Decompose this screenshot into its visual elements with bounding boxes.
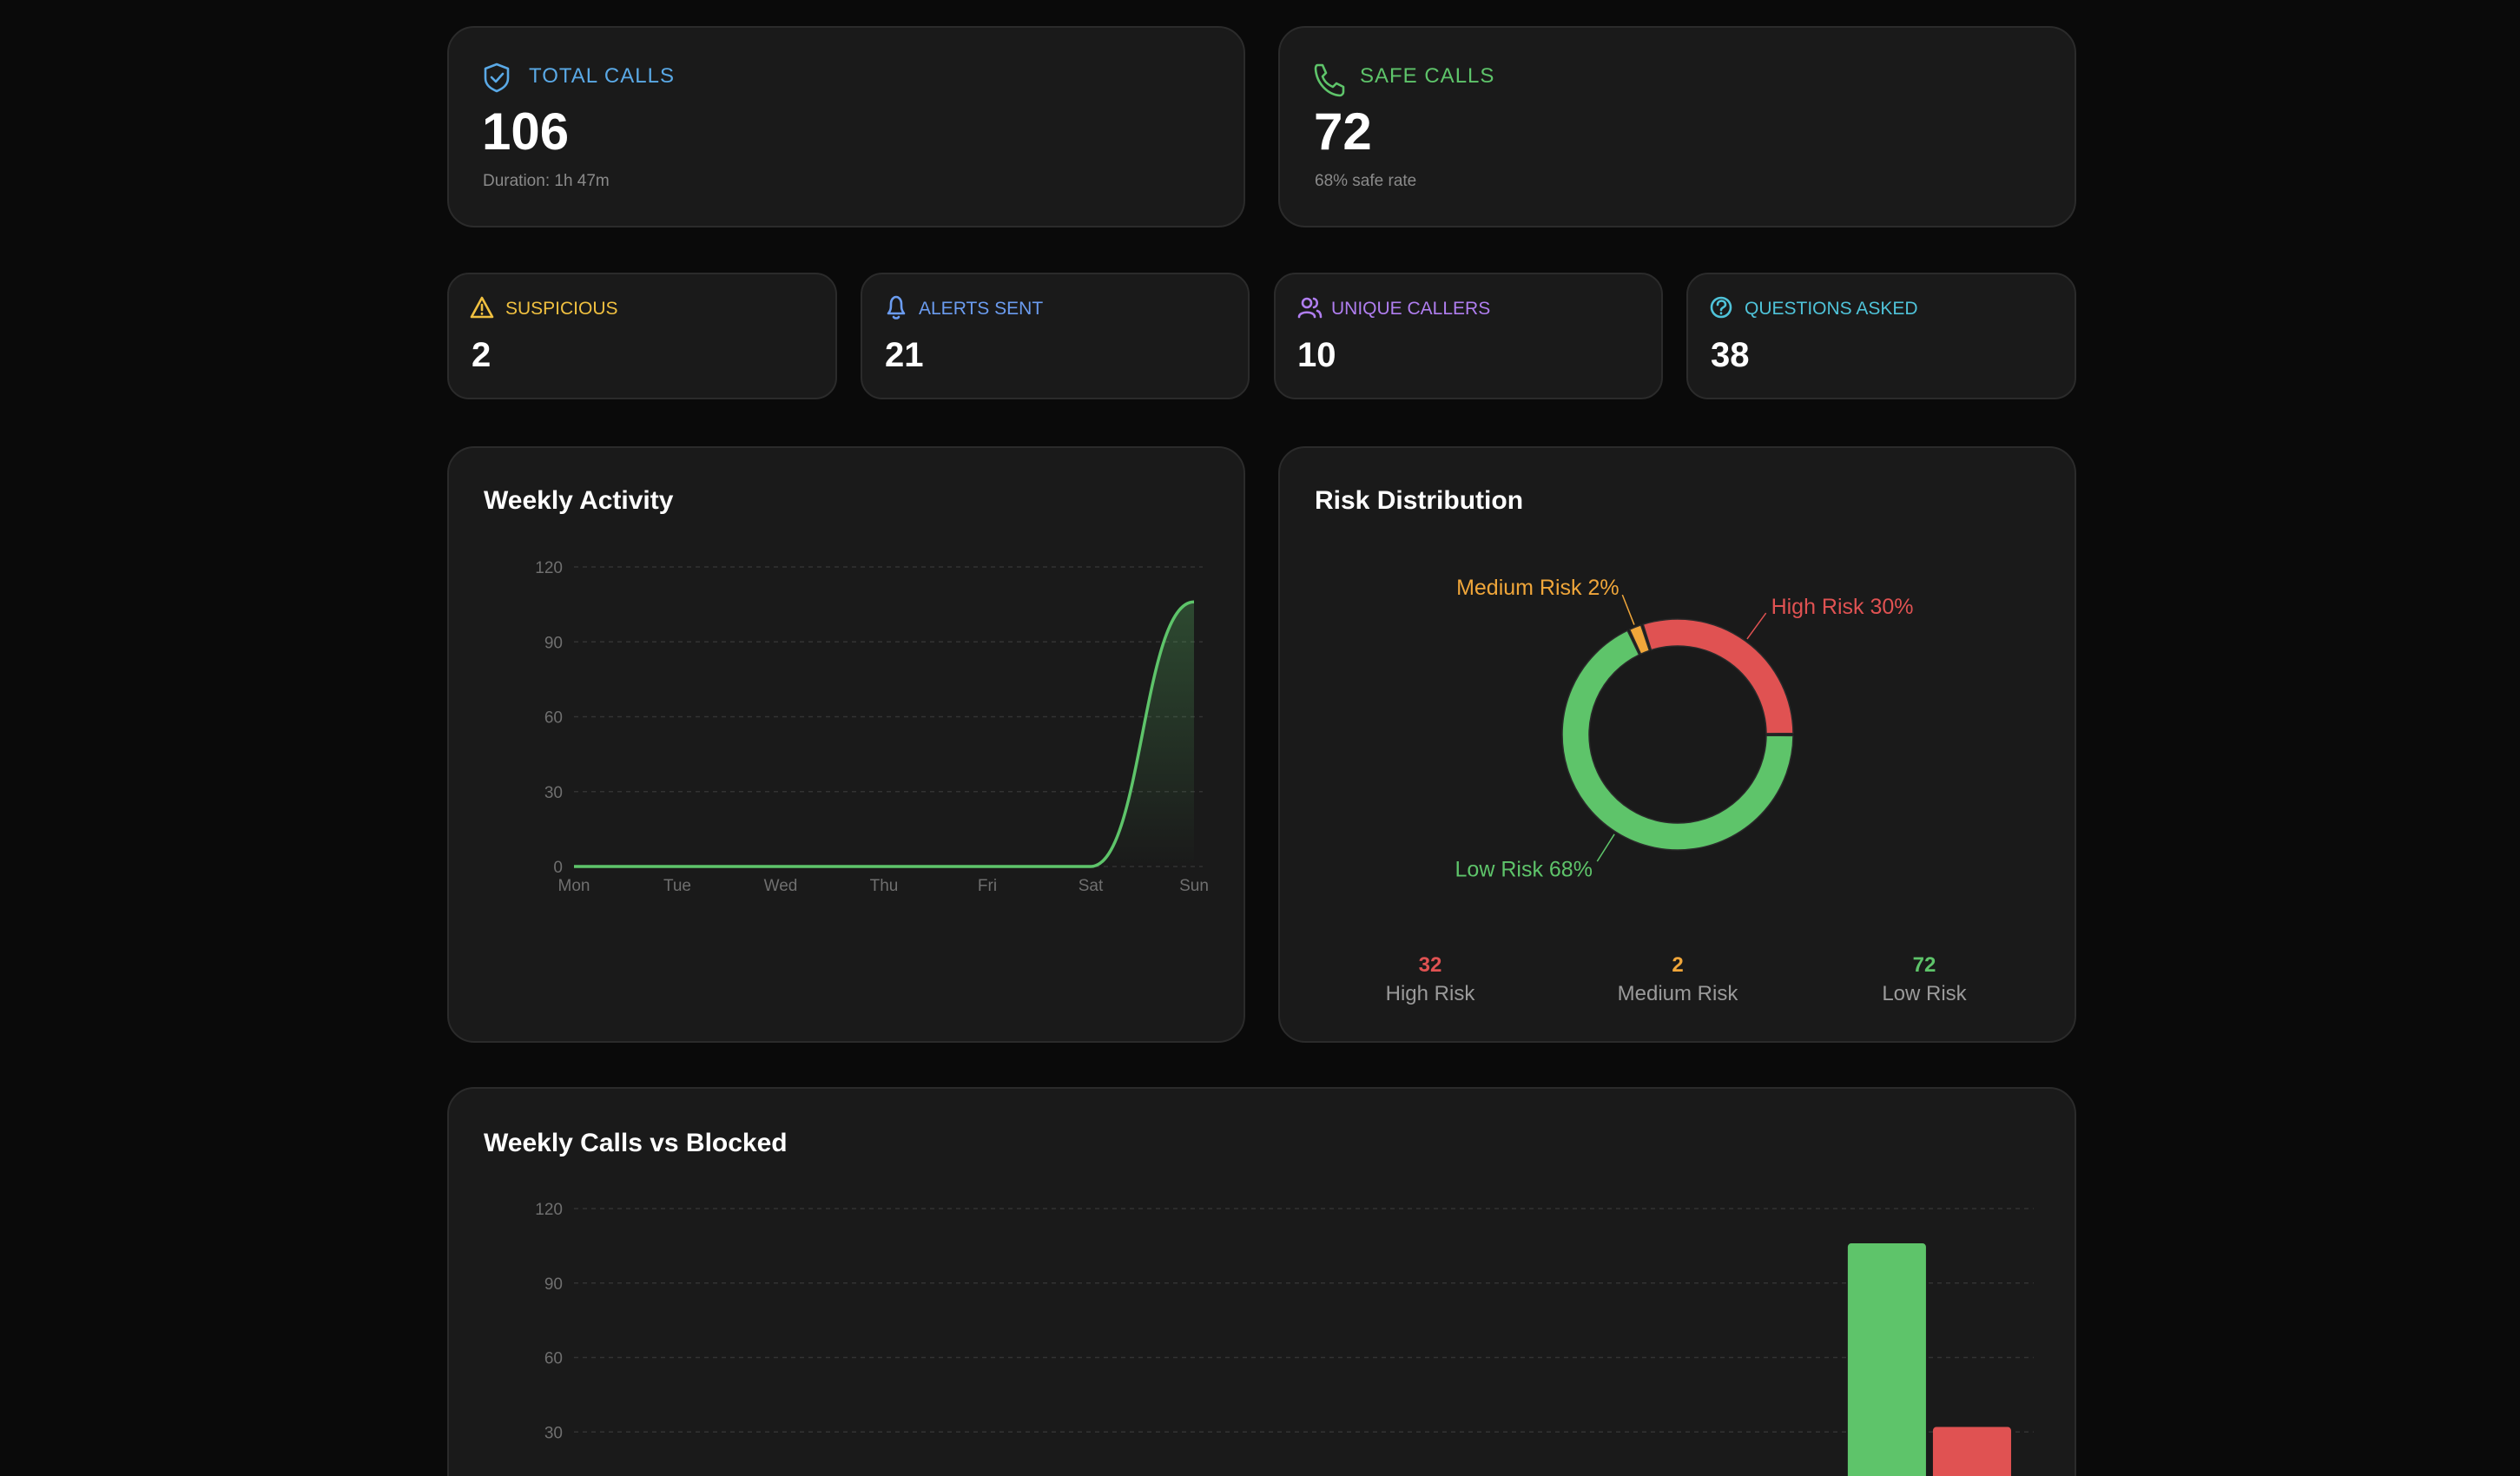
x-tick-label: Tue <box>663 877 691 895</box>
y-tick-label: 90 <box>544 1275 563 1294</box>
legend-count: 32 <box>1419 953 1442 977</box>
line <box>574 600 1195 868</box>
card-value: 38 <box>1711 336 1750 374</box>
card-label: UNIQUE CALLERS <box>1331 299 1490 319</box>
y-tick-label: 30 <box>544 1424 563 1442</box>
y-tick-label: 60 <box>544 709 563 728</box>
y-tick-label: 30 <box>544 784 563 802</box>
leader-line <box>1746 612 1767 640</box>
legend-label: High Risk <box>1386 982 1476 1005</box>
card <box>1274 273 1663 399</box>
card-note: Duration: 1h 47m <box>483 172 610 190</box>
chart-title: Weekly Calls vs Blocked <box>484 1129 788 1157</box>
phone-icon <box>1314 63 1345 97</box>
card-note: 68% safe rate <box>1315 172 1416 190</box>
bell-icon <box>887 295 906 320</box>
donut-segment <box>1561 629 1794 851</box>
card-label: SUSPICIOUS <box>505 299 618 319</box>
shield-icon <box>484 63 510 93</box>
warning-icon <box>470 296 494 319</box>
donut-label: Medium Risk 2% <box>1456 576 1620 600</box>
card-label: QUESTIONS ASKED <box>1745 299 1918 319</box>
donut-label: Low Risk 68% <box>1455 858 1593 882</box>
donut-segment <box>1642 618 1794 735</box>
card-value: 72 <box>1314 102 1372 161</box>
x-tick-label: Wed <box>764 877 798 895</box>
chart-title: Weekly Activity <box>484 486 674 515</box>
y-tick-label: 60 <box>544 1350 563 1368</box>
bar <box>1932 1427 2011 1476</box>
chart-card <box>447 1087 2076 1476</box>
y-tick-label: 120 <box>535 559 563 577</box>
card <box>447 26 1245 227</box>
legend-label: Medium Risk <box>1618 982 1739 1005</box>
leader-line <box>1621 594 1635 625</box>
card-value: 21 <box>885 336 924 374</box>
chart-card <box>1278 446 2076 1043</box>
chart-title: Risk Distribution <box>1315 486 1523 515</box>
chart-card <box>447 446 1245 1043</box>
donut-segment <box>1628 623 1651 656</box>
x-tick-label: Fri <box>978 877 997 895</box>
leader-line <box>1596 834 1615 862</box>
card-label: ALERTS SENT <box>919 299 1043 319</box>
bar <box>1847 1243 1926 1476</box>
x-tick-label: Sat <box>1079 877 1104 895</box>
y-tick-label: 90 <box>544 634 563 652</box>
legend-count: 2 <box>1672 953 1683 977</box>
card-value: 106 <box>482 102 569 161</box>
question-icon <box>1710 296 1732 319</box>
card <box>1278 26 2076 227</box>
x-tick-label: Sun <box>1179 877 1209 895</box>
y-tick-label: 0 <box>553 859 563 877</box>
card <box>861 273 1250 399</box>
card <box>447 273 837 399</box>
legend-count: 72 <box>1913 953 1936 977</box>
card-label: TOTAL CALLS <box>529 64 675 88</box>
legend-label: Low Risk <box>1882 982 1967 1005</box>
users-icon <box>1297 297 1323 319</box>
card-value: 2 <box>472 336 491 374</box>
card <box>1686 273 2076 399</box>
x-tick-label: Thu <box>870 877 899 895</box>
x-tick-label: Mon <box>558 877 590 895</box>
card-value: 10 <box>1297 336 1336 374</box>
y-tick-label: 120 <box>535 1201 563 1219</box>
card-label: SAFE CALLS <box>1360 64 1494 88</box>
donut-label: High Risk 30% <box>1771 595 1914 619</box>
line-area <box>574 602 1194 866</box>
